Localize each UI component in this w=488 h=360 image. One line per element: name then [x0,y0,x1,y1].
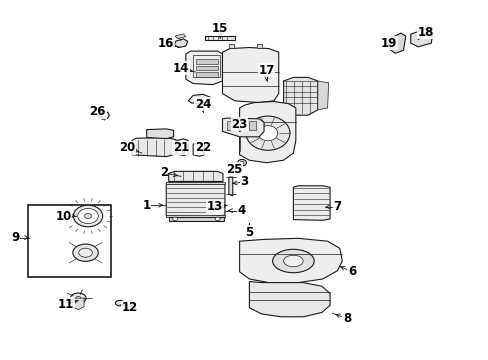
Ellipse shape [283,255,303,267]
Polygon shape [195,66,217,70]
Text: 12: 12 [121,301,138,314]
Polygon shape [177,139,188,156]
Text: 23: 23 [231,118,247,131]
Text: 24: 24 [194,98,211,111]
Ellipse shape [76,297,81,300]
Polygon shape [222,118,264,137]
Text: 9: 9 [12,231,20,244]
Ellipse shape [73,205,102,227]
Text: 6: 6 [347,265,355,278]
Text: 7: 7 [333,201,341,213]
Polygon shape [166,215,224,217]
Polygon shape [166,182,224,217]
Polygon shape [239,238,342,283]
Text: 20: 20 [119,141,135,154]
Ellipse shape [258,126,277,141]
Polygon shape [195,72,217,77]
Text: 16: 16 [158,37,174,50]
Ellipse shape [132,307,134,308]
Ellipse shape [101,113,106,117]
Polygon shape [228,177,232,196]
Ellipse shape [115,300,124,306]
Polygon shape [174,39,187,48]
Ellipse shape [215,217,220,221]
Text: 1: 1 [142,199,150,212]
Polygon shape [317,81,328,110]
Polygon shape [205,36,234,40]
Text: 25: 25 [226,163,243,176]
Text: 2: 2 [160,166,167,179]
Polygon shape [185,51,222,85]
Polygon shape [249,282,329,317]
Text: 18: 18 [416,26,433,39]
Polygon shape [238,121,244,130]
Polygon shape [166,182,224,184]
Polygon shape [256,44,261,48]
Polygon shape [410,29,432,47]
Polygon shape [175,34,185,39]
Text: 26: 26 [89,105,106,118]
Text: 5: 5 [245,226,253,239]
Ellipse shape [237,159,246,166]
Text: 22: 22 [194,141,211,154]
Text: 17: 17 [258,64,274,77]
Text: 21: 21 [172,141,189,154]
Polygon shape [248,121,255,130]
Text: 13: 13 [206,201,223,213]
Polygon shape [389,33,405,53]
Ellipse shape [240,161,244,164]
Ellipse shape [130,306,135,309]
Ellipse shape [272,249,314,273]
Text: 10: 10 [55,210,72,222]
Text: 11: 11 [58,298,74,311]
Polygon shape [283,77,317,115]
Ellipse shape [73,244,98,261]
Polygon shape [146,129,173,139]
Polygon shape [168,217,224,221]
Text: 8: 8 [343,312,350,325]
Ellipse shape [84,213,91,219]
Ellipse shape [172,217,177,221]
Ellipse shape [78,208,98,224]
Ellipse shape [79,248,92,257]
Polygon shape [227,121,234,130]
Polygon shape [195,59,217,64]
Text: 19: 19 [380,37,396,50]
Text: 15: 15 [211,22,228,35]
Text: 3: 3 [240,175,248,188]
FancyBboxPatch shape [28,205,110,277]
Polygon shape [193,143,204,156]
Ellipse shape [98,111,109,119]
Polygon shape [222,48,278,103]
Polygon shape [188,94,210,104]
Polygon shape [293,186,329,220]
Text: 14: 14 [172,62,189,75]
Polygon shape [132,138,176,157]
Ellipse shape [70,293,86,303]
Polygon shape [72,298,84,310]
Polygon shape [239,102,295,163]
Ellipse shape [245,116,289,150]
Polygon shape [228,44,233,48]
Polygon shape [168,171,223,181]
Text: 4: 4 [238,204,245,217]
